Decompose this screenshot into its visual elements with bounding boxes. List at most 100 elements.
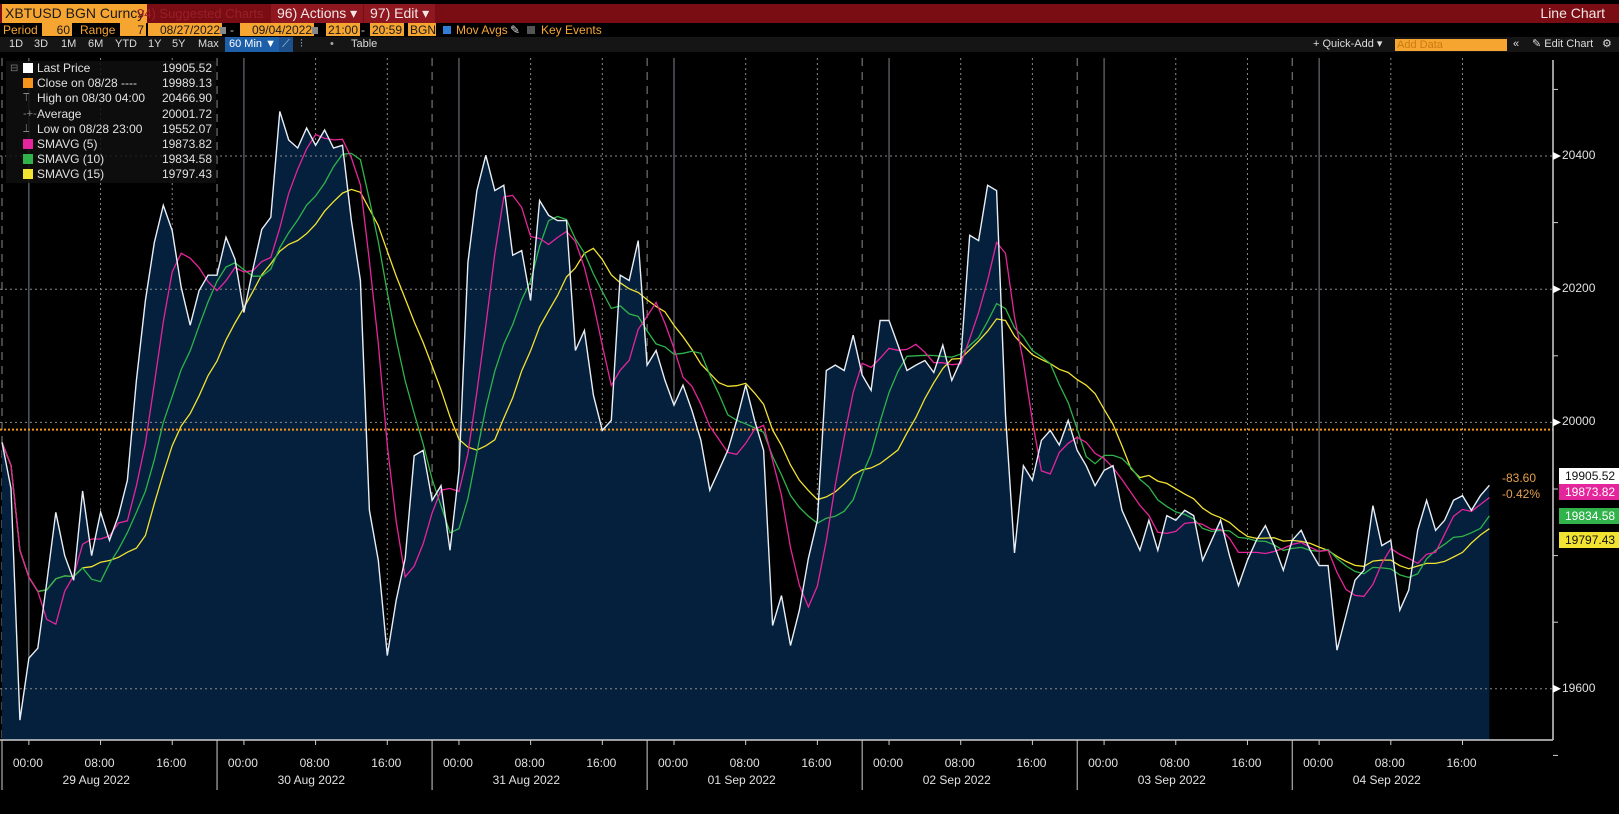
legend-label: SMAVG (10) bbox=[37, 152, 105, 167]
price-area-fill bbox=[2, 111, 1490, 740]
range-1m-button[interactable]: 1M bbox=[61, 38, 77, 50]
range-1y-button[interactable]: 1Y bbox=[148, 38, 162, 50]
security-ticker-field[interactable]: XBTUSD BGN Curncy bbox=[2, 4, 148, 23]
legend-marker-icon: ⟘ bbox=[23, 122, 30, 135]
end-time-field[interactable]: 20:59 bbox=[370, 23, 404, 37]
x-axis-time-label: 08:00 bbox=[514, 756, 545, 770]
x-axis-date-label: 04 Sep 2022 bbox=[1352, 773, 1421, 787]
range-max-button[interactable]: Max bbox=[198, 38, 219, 50]
range-ytd-button[interactable]: YTD bbox=[115, 38, 137, 50]
legend-value: 19797.43 bbox=[161, 167, 212, 182]
y-tick-marker bbox=[1553, 684, 1561, 693]
y-tick-marker bbox=[1553, 418, 1561, 427]
table-button[interactable]: Table bbox=[351, 38, 378, 50]
key-events-checkbox[interactable] bbox=[527, 26, 535, 34]
x-axis-time-label: 00:00 bbox=[1088, 756, 1119, 770]
bar-chart-icon[interactable]: ⫶ bbox=[300, 38, 303, 50]
calendar-icon[interactable] bbox=[220, 27, 226, 34]
source-field[interactable]: BGN bbox=[408, 23, 437, 37]
x-axis-date-label: 02 Sep 2022 bbox=[922, 773, 991, 787]
x-axis-time-label: 00:00 bbox=[873, 756, 904, 770]
start-date-field[interactable]: 08/27/2022 bbox=[148, 23, 222, 37]
legend-value: 20466.90 bbox=[161, 91, 212, 106]
legend-label: Average bbox=[37, 106, 82, 121]
change-absolute: -83.60 bbox=[1502, 471, 1537, 485]
x-axis-time-label: 00:00 bbox=[1303, 756, 1334, 770]
legend-swatch-icon bbox=[23, 154, 33, 165]
legend-item[interactable]: ⟘ Low on 08/28 23:00 19552.07 bbox=[6, 122, 216, 137]
legend-item[interactable]: SMAVG (10) 19834.58 bbox=[6, 152, 216, 167]
legend-item[interactable]: SMAVG (15) 19797.43 bbox=[6, 167, 216, 182]
x-axis-time-label: 08:00 bbox=[299, 756, 330, 770]
gear-icon[interactable]: ⚙ bbox=[1602, 38, 1612, 50]
last-value-tag: 19873.82 bbox=[1559, 484, 1619, 500]
legend-label: Last Price bbox=[37, 61, 91, 75]
x-axis-time-label: 08:00 bbox=[1159, 756, 1190, 770]
add-data-input[interactable]: Add Data bbox=[1395, 39, 1507, 51]
edit-menu-button[interactable]: 97) Edit ▾ bbox=[364, 4, 436, 23]
legend-item[interactable]: Last Price 19905.52 bbox=[6, 61, 216, 76]
range-3d-button[interactable]: 3D bbox=[34, 38, 49, 50]
legend-label: Low on 08/28 23:00 bbox=[37, 121, 143, 136]
legend-label: SMAVG (5) bbox=[37, 136, 98, 151]
line-chart-icon[interactable]: ⟋ bbox=[279, 37, 293, 52]
range-6m-button[interactable]: 6M bbox=[88, 38, 104, 50]
range-5y-button[interactable]: 5Y bbox=[172, 38, 186, 50]
collapse-icon[interactable]: « bbox=[1513, 38, 1520, 50]
legend-item[interactable]: -+- Average 20001.72 bbox=[6, 107, 216, 122]
calendar-icon[interactable] bbox=[312, 27, 318, 34]
legend-label: Close on 08/28 ---- bbox=[37, 76, 138, 91]
legend-item[interactable]: SMAVG (5) 19873.82 bbox=[6, 137, 216, 152]
end-date-field[interactable]: 09/04/2022 bbox=[240, 23, 314, 37]
legend-swatch-icon bbox=[23, 63, 33, 73]
legend-marker-icon: ⟙ bbox=[23, 92, 30, 105]
change-percent: -0.42% bbox=[1502, 487, 1541, 501]
period-field[interactable]: 60 bbox=[42, 23, 72, 37]
interval-dropdown[interactable]: 60 Min ▼ bbox=[225, 37, 280, 52]
range-1d-button[interactable]: 1D bbox=[9, 38, 24, 50]
more-dot-icon[interactable]: • bbox=[330, 38, 334, 50]
x-axis-time-label: 08:00 bbox=[84, 756, 115, 770]
legend-item[interactable]: Close on 08/28 ---- 19989.13 bbox=[6, 76, 216, 91]
legend-label: High on 08/30 04:00 bbox=[37, 91, 146, 106]
x-axis-time-label: 00:00 bbox=[227, 756, 258, 770]
y-axis-ticks bbox=[1553, 88, 1561, 756]
x-axis-time-label: 16:00 bbox=[1231, 756, 1262, 770]
suggested-charts-button[interactable]: 94) Suggested Charts bbox=[137, 6, 264, 21]
chart-type-label: Line Chart bbox=[1540, 5, 1605, 21]
x-axis-time-label: 16:00 bbox=[156, 756, 187, 770]
start-time-field[interactable]: 21:00 bbox=[326, 23, 360, 37]
last-value-tag: 19905.52 bbox=[1559, 468, 1619, 484]
chart-controls-row: Period 60 Range 7 08/27/2022 - 09/04/202… bbox=[3, 23, 602, 37]
edit-chart-button[interactable]: ✎ Edit Chart bbox=[1532, 38, 1594, 50]
key-events-label[interactable]: Key Events bbox=[541, 23, 602, 37]
y-axis-label: 20400 bbox=[1562, 148, 1596, 162]
x-axis-time-label: 08:00 bbox=[1374, 756, 1405, 770]
legend-value: 19834.58 bbox=[161, 152, 212, 167]
x-axis-time-label: 16:00 bbox=[371, 756, 402, 770]
chart-legend[interactable]: ⊟ Last Price 19905.52 Close on 08/28 ---- 1… bbox=[6, 61, 216, 183]
x-axis-time-label: 08:00 bbox=[729, 756, 760, 770]
sma10-line bbox=[1, 152, 1490, 593]
x-axis-time-label: 16:00 bbox=[801, 756, 832, 770]
mov-avgs-label[interactable]: Mov Avgs bbox=[456, 23, 508, 37]
x-axis-date-label: 01 Sep 2022 bbox=[707, 773, 776, 787]
tree-collapse-icon[interactable]: ⊟ bbox=[10, 63, 19, 74]
legend-value: 19905.52 bbox=[161, 61, 212, 75]
legend-item[interactable]: ⟙ High on 08/30 04:00 20466.90 bbox=[6, 91, 216, 106]
pencil-icon[interactable]: ✎ bbox=[510, 23, 521, 37]
x-axis-time-label: 16:00 bbox=[1446, 756, 1477, 770]
x-axis-date-label: 30 Aug 2022 bbox=[277, 773, 345, 787]
legend-value: 19989.13 bbox=[161, 76, 212, 91]
legend-marker-icon: -+- bbox=[23, 107, 37, 120]
x-axis-date-label: 29 Aug 2022 bbox=[62, 773, 130, 787]
actions-menu-button[interactable]: 96) Actions ▾ bbox=[271, 4, 364, 23]
mov-avgs-checkbox[interactable] bbox=[443, 26, 451, 34]
range-field[interactable]: 7 bbox=[120, 23, 146, 37]
last-value-tag: 19797.43 bbox=[1559, 532, 1619, 548]
x-axis-time-label: 16:00 bbox=[586, 756, 617, 770]
x-axis-time-label: 00:00 bbox=[442, 756, 473, 770]
quick-add-button[interactable]: + Quick-Add ▾ bbox=[1313, 38, 1383, 50]
period-label: Period bbox=[3, 23, 38, 37]
